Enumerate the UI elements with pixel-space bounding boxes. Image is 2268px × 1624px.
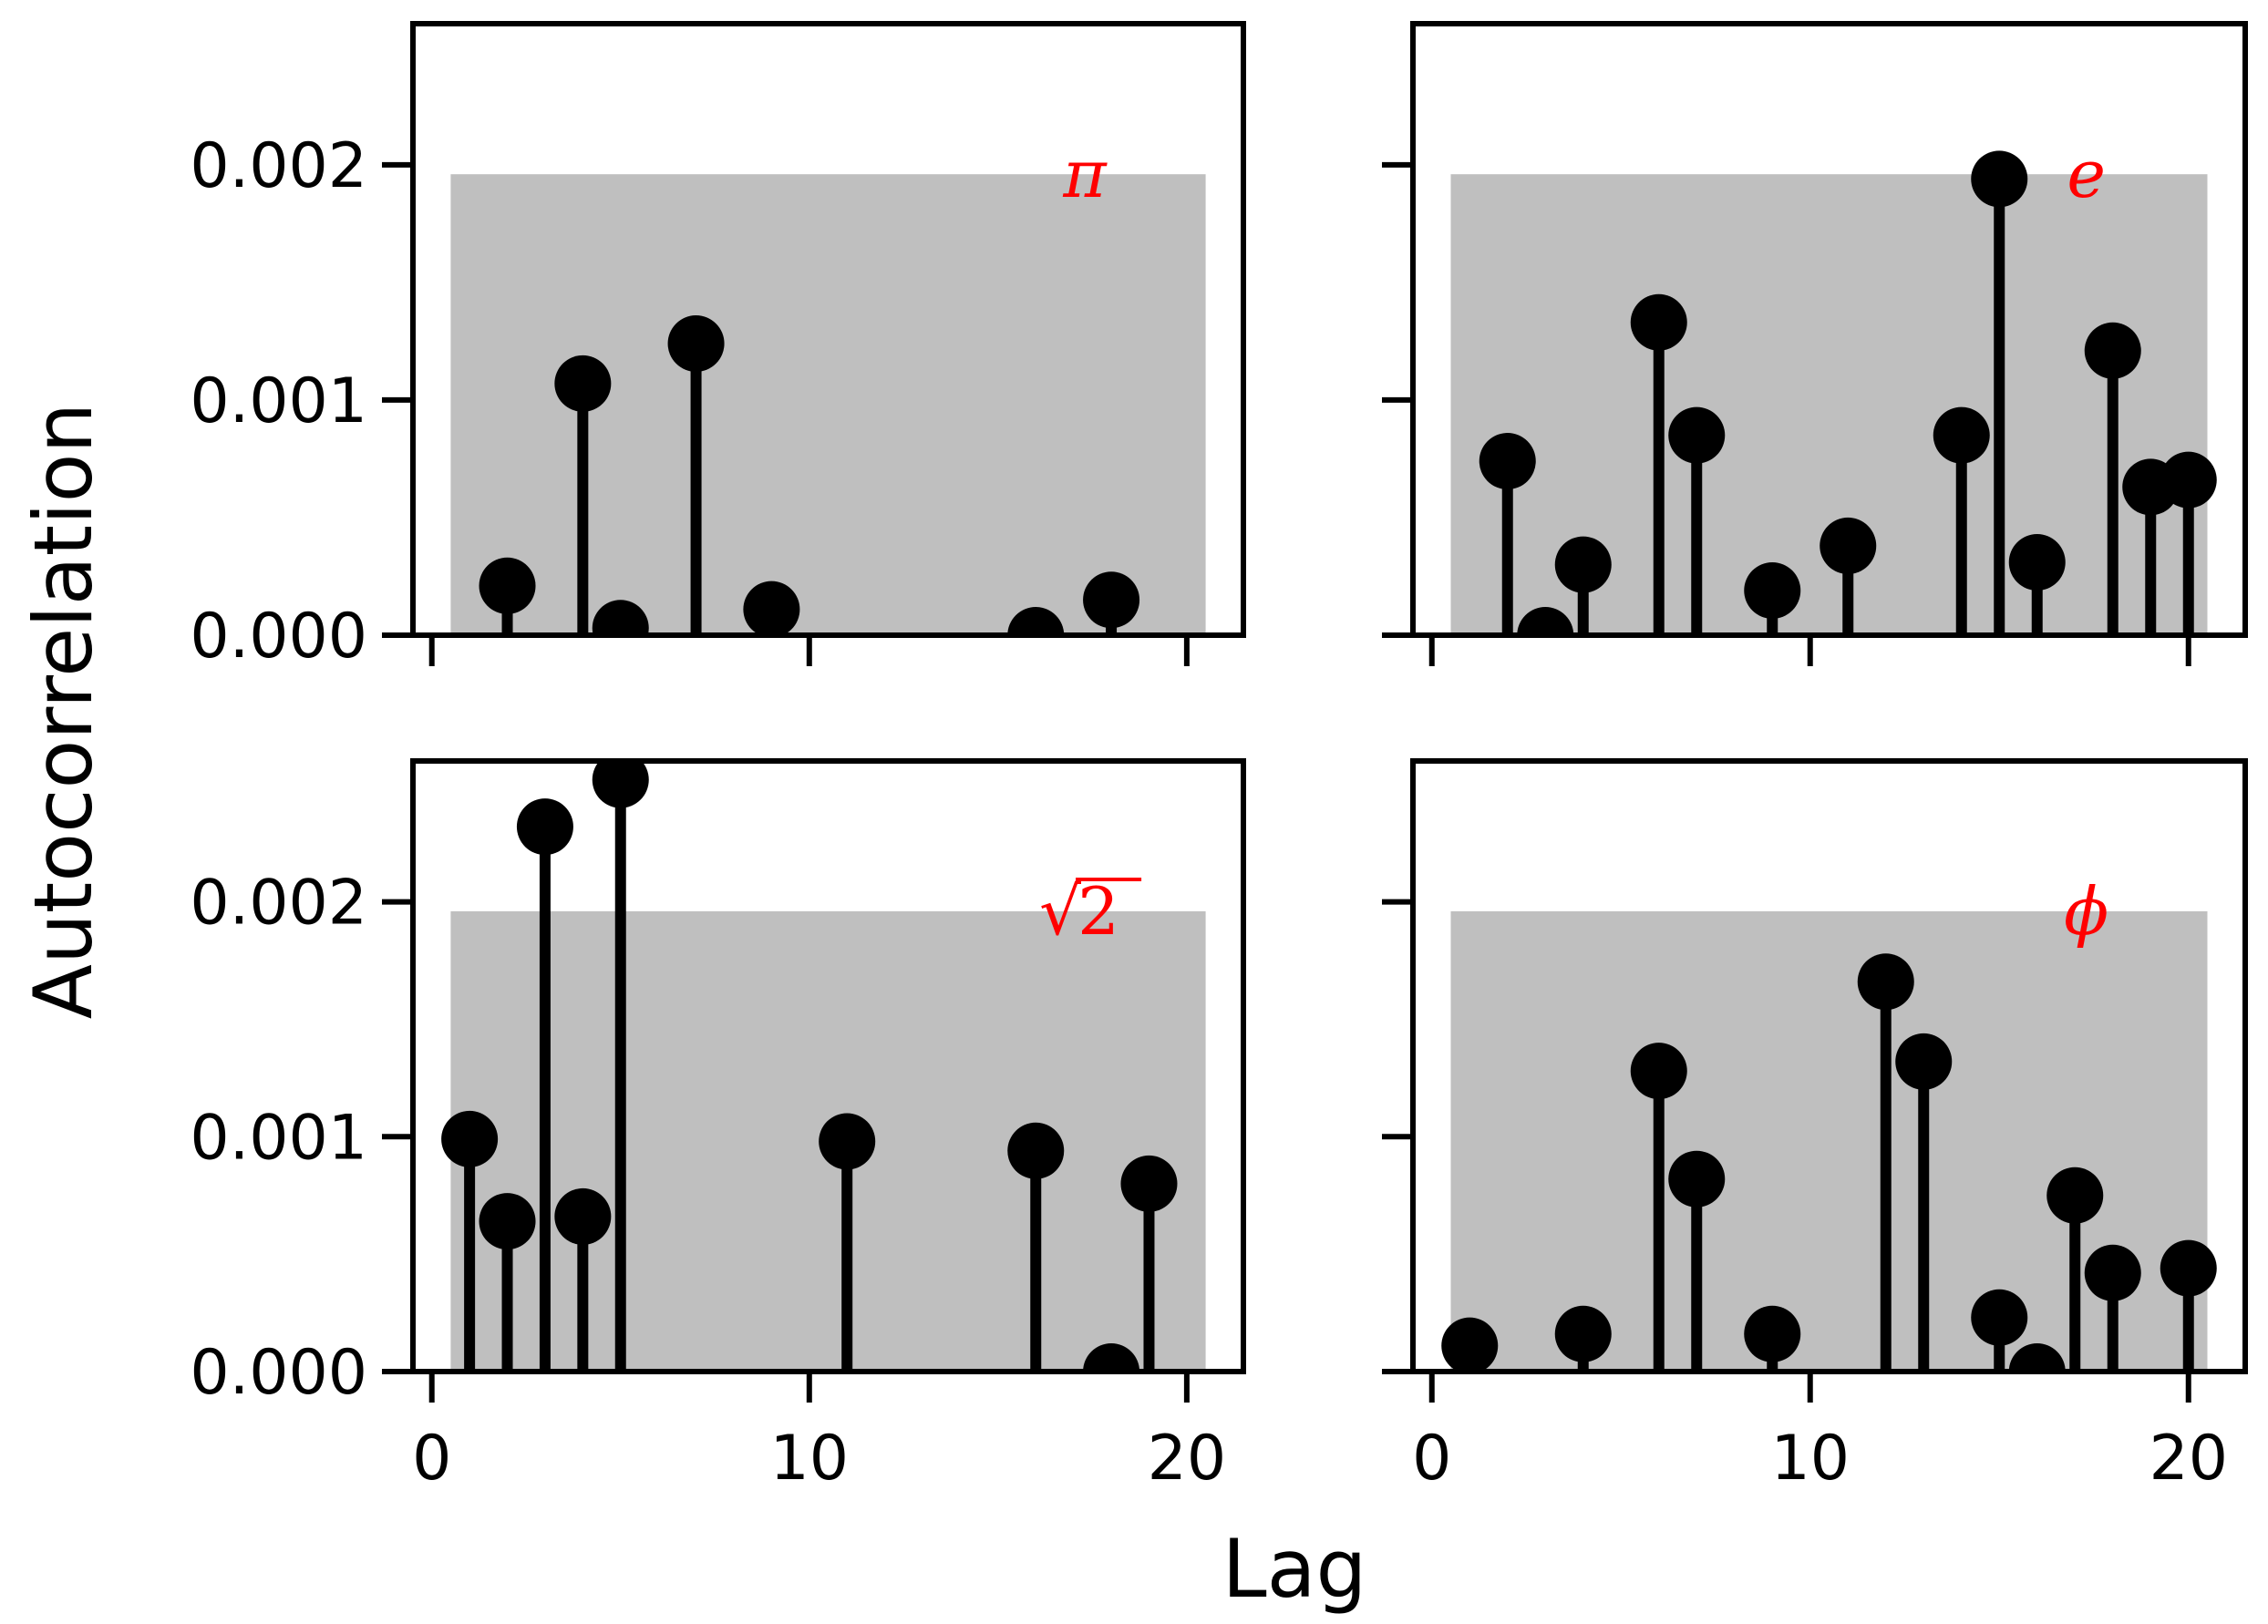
panel-label: ϕ — [2064, 873, 2108, 950]
stem-marker — [1007, 607, 1065, 635]
stem-marker — [479, 557, 536, 614]
panel-label: π — [1062, 136, 1108, 212]
stem-marks — [479, 314, 1140, 635]
y-tick-label: 0.000 — [190, 601, 367, 673]
stem-marker — [819, 1113, 876, 1170]
y-tick-label: 0.002 — [190, 130, 367, 202]
stem-marker — [1083, 1343, 1140, 1372]
stem-marker — [2046, 1167, 2104, 1224]
panel-frame — [410, 758, 1246, 1374]
stem-marker — [2084, 1244, 2141, 1301]
stem-marker — [1083, 571, 1140, 629]
panel-frame — [1410, 21, 2248, 638]
stem-marker — [1554, 1305, 1612, 1362]
stem-marker — [1668, 1150, 1726, 1208]
stem-marker — [2008, 533, 2066, 591]
confidence-band — [1450, 910, 2208, 1372]
stem-marks — [1479, 150, 2217, 635]
y-tick-label: 0.002 — [190, 868, 367, 940]
stem-marker — [1007, 1122, 1065, 1179]
stem-marker — [2008, 1343, 2066, 1372]
stem-marker — [592, 761, 649, 808]
x-tick-label: 0 — [1412, 1423, 1451, 1495]
stem-marker — [479, 1193, 536, 1250]
panel-sqrt2: 0.000 0.001 0.002 0 10 20 √2 — [190, 758, 1246, 1495]
y-axis-title: Autocorrelation — [16, 403, 110, 1020]
y-tick-label: 0.001 — [190, 365, 367, 437]
stem-marker — [1441, 1317, 1499, 1372]
stem-marker — [1630, 293, 1687, 351]
x-tick-label: 10 — [770, 1423, 850, 1495]
stem-marker — [1820, 517, 1877, 574]
stem-marker — [1744, 1305, 1801, 1362]
stem-marker — [2084, 322, 2141, 379]
x-axis-title: Lag — [1222, 1522, 1367, 1616]
stem-marker — [1554, 536, 1612, 593]
stem-marker — [1630, 1043, 1687, 1100]
confidence-band — [450, 174, 1206, 635]
stem-marker — [1668, 406, 1726, 464]
stem-marker — [2160, 451, 2217, 509]
stem-marker — [667, 314, 725, 372]
stem-marker — [2160, 1239, 2217, 1297]
stem-marker — [1971, 1289, 2028, 1346]
y-tick-label: 0.000 — [190, 1337, 367, 1409]
panel-frame — [1410, 758, 2248, 1374]
panel-frame — [410, 21, 1246, 638]
panel-pi: 0.000 0.001 0.002 π — [190, 21, 1246, 673]
x-tick-label: 10 — [1770, 1423, 1850, 1495]
stem-marker — [554, 355, 612, 412]
stem-marker — [1895, 1033, 1953, 1090]
stem-marker — [1971, 150, 2028, 208]
panel-label: e — [2067, 136, 2106, 212]
stem-marks — [1441, 953, 2217, 1372]
stem-marker — [1857, 953, 1914, 1011]
stem-marker — [554, 1187, 612, 1245]
stem-marker — [441, 1110, 499, 1167]
stem-marker — [1120, 1155, 1178, 1212]
y-tick-label: 0.001 — [190, 1102, 367, 1174]
stem-marker — [1744, 561, 1801, 619]
stem-marker — [743, 581, 800, 635]
stem-marker — [1517, 607, 1574, 635]
stem-marker — [1933, 406, 1990, 464]
panel-phi: 0 10 20 ϕ — [1382, 758, 2248, 1495]
stem-marks — [441, 761, 1178, 1372]
panel-label-radicand: 2 — [1077, 873, 1119, 950]
stem-marker — [1479, 433, 1536, 490]
x-tick-label: 20 — [2149, 1423, 2228, 1495]
x-tick-label: 0 — [412, 1423, 451, 1495]
panel-label: √2 — [1039, 873, 1142, 950]
x-tick-label: 20 — [1148, 1423, 1227, 1495]
panel-e: e — [1382, 21, 2248, 666]
panel-label-radical: √ — [1039, 873, 1081, 950]
stem-marker — [592, 600, 649, 635]
stem-marker — [516, 798, 573, 856]
